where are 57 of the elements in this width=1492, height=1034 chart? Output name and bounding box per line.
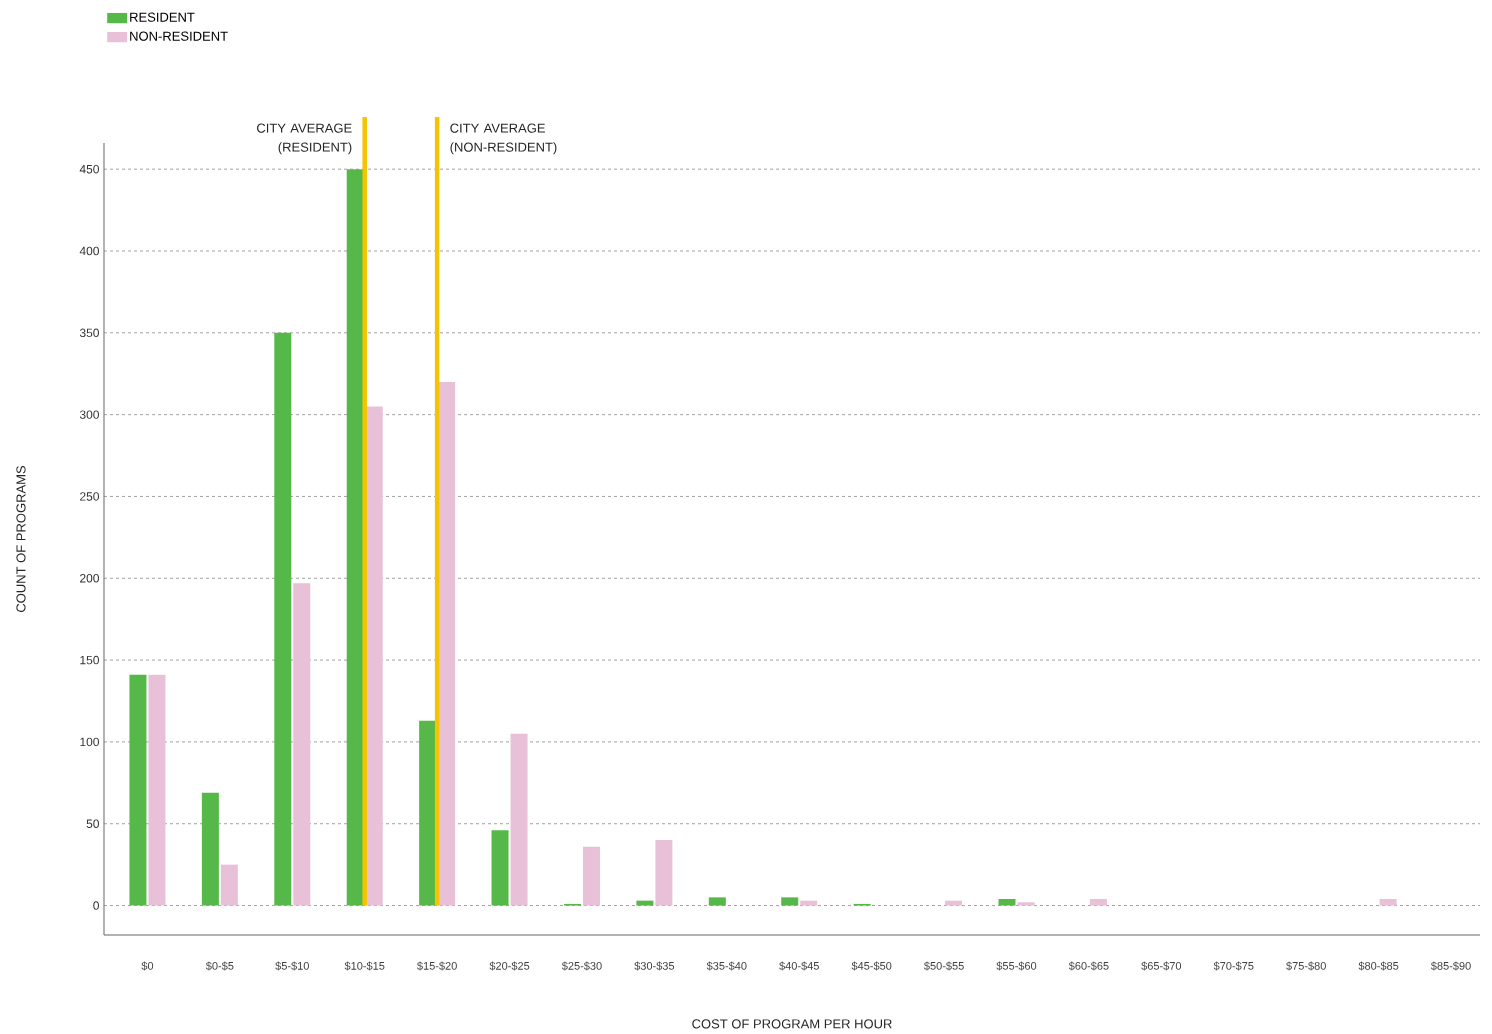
bar xyxy=(1379,899,1397,906)
bar xyxy=(510,733,528,906)
bar xyxy=(708,897,726,906)
y-tick-label: 250 xyxy=(80,492,99,501)
y-tick-label: 200 xyxy=(80,574,99,583)
bar xyxy=(438,381,456,906)
bar xyxy=(945,900,963,906)
x-tick-label: $40-$45 xyxy=(779,961,819,971)
x-tick-label: $60-$65 xyxy=(1068,961,1109,971)
y-tick-label: 450 xyxy=(79,164,99,174)
bar xyxy=(274,332,292,906)
y-tick-label: 400 xyxy=(79,246,99,256)
bar xyxy=(1017,902,1035,906)
x-axis-title: COST OF PROGRAM PER HOUR xyxy=(692,1019,892,1029)
bar xyxy=(220,864,238,906)
bar xyxy=(491,830,509,906)
x-tick-label: $45-$50 xyxy=(851,961,892,971)
x-tick-label: $15-$20 xyxy=(417,961,457,971)
x-tick-label: $70-$75 xyxy=(1213,961,1254,971)
x-tick-label: $85-$90 xyxy=(1430,961,1471,971)
x-tick-label: $55-$60 xyxy=(996,961,1037,971)
x-tick-label: $25-$30 xyxy=(561,961,602,971)
y-tick-label: 150 xyxy=(80,655,99,665)
bar xyxy=(655,840,673,906)
y-tick-label: 350 xyxy=(79,328,99,338)
x-tick-label: $0 xyxy=(141,961,154,971)
bar xyxy=(293,583,311,906)
bar xyxy=(582,846,600,906)
x-tick-label: $65-$70 xyxy=(1141,961,1182,971)
bar xyxy=(419,720,437,906)
y-tick-label: 300 xyxy=(79,410,99,419)
bar xyxy=(636,900,654,906)
bar xyxy=(129,674,147,906)
x-tick-label: $80-$85 xyxy=(1358,961,1399,971)
bar xyxy=(1089,899,1107,906)
x-tick-label: $30-$35 xyxy=(634,961,675,971)
ref-line-label: CITY AVERAGE (NON-RESIDENT) xyxy=(450,123,557,155)
y-tick-label: 0 xyxy=(93,901,99,910)
y-tick-label: 100 xyxy=(80,737,99,747)
bar xyxy=(998,899,1016,906)
x-tick-label: $0-$5 xyxy=(205,961,234,971)
x-tick-label: $10-$15 xyxy=(344,961,385,971)
bar xyxy=(800,900,818,906)
bar xyxy=(365,406,383,906)
ref-line-label: CITY AVERAGE (RESIDENT) xyxy=(257,123,352,155)
x-tick-label: $35-$40 xyxy=(706,961,747,971)
x-tick-label: $5-$10 xyxy=(275,961,309,971)
x-tick-label: $75-$80 xyxy=(1286,961,1326,971)
y-tick-label: 50 xyxy=(86,819,99,828)
x-tick-label: $20-$25 xyxy=(489,961,530,971)
bar xyxy=(201,792,219,906)
bar xyxy=(781,897,799,906)
legend-label: NON-RESIDENT xyxy=(130,31,228,41)
y-axis-title: COUNT OF PROGRAMS xyxy=(16,465,26,613)
x-tick-label: $50-$55 xyxy=(924,961,964,971)
bar xyxy=(148,674,166,906)
legend-label: RESIDENT xyxy=(130,12,195,22)
